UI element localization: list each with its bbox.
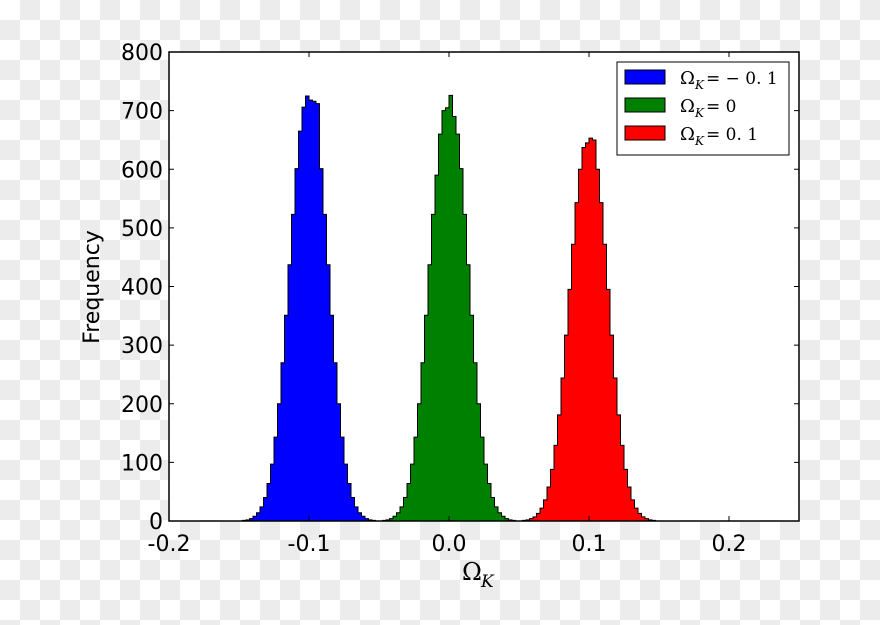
y-axis-tick-labels: 0 100 200 300 400 500 600 700 800 (121, 41, 163, 535)
x-tick-label: 0.1 (572, 532, 607, 557)
y-tick-label: 200 (121, 393, 163, 418)
x-tick-label: 0.0 (432, 532, 467, 557)
y-tick-label: 0 (149, 510, 163, 535)
legend-label-main: Ω (680, 96, 695, 117)
histogram-bars (242, 94, 656, 522)
x-axis-label: Ω K (462, 558, 495, 592)
x-tick-label: 0.2 (712, 532, 747, 557)
x-axis-label-sub: K (480, 572, 495, 592)
legend-swatch (624, 125, 666, 141)
y-axis-label: Frequency (80, 230, 105, 344)
legend-label-value: = 0. 1 (706, 125, 758, 145)
y-tick-label: 300 (121, 334, 163, 359)
legend-label-sub: K (694, 78, 705, 92)
legend-label-main: Ω (680, 68, 695, 89)
x-axis-label-main: Ω (462, 558, 482, 586)
legend-label-sub: K (694, 134, 705, 148)
legend-label-sub: K (694, 106, 705, 120)
y-tick-label: 600 (121, 158, 163, 183)
legend-item-1: Ω K = 0 (624, 96, 736, 120)
y-tick-label: 100 (121, 451, 163, 476)
x-axis-tick-labels: -0.2 -0.1 0.0 0.1 0.2 (148, 532, 747, 557)
y-tick-label: 800 (121, 41, 163, 66)
x-tick-label: -0.1 (288, 532, 331, 557)
legend-item-0: Ω K = − 0. 1 (624, 68, 778, 92)
y-tick-label: 500 (121, 217, 163, 242)
legend-label-value: = − 0. 1 (706, 69, 778, 89)
legend-swatch (624, 69, 666, 85)
legend-label-value: = 0 (706, 97, 736, 117)
histogram-series-2 (522, 137, 656, 522)
histogram-series-1 (382, 94, 516, 522)
legend-label-main: Ω (680, 124, 695, 145)
legend-item-2: Ω K = 0. 1 (624, 124, 758, 148)
legend-swatch (624, 97, 666, 113)
legend: Ω K = − 0. 1Ω K = 0Ω K = 0. 1 (616, 61, 790, 156)
x-tick-label: -0.2 (148, 532, 191, 557)
histogram-series-0 (242, 95, 376, 522)
y-tick-label: 400 (121, 276, 163, 301)
plot-frame (168, 51, 800, 522)
y-tick-label: 700 (121, 100, 163, 125)
